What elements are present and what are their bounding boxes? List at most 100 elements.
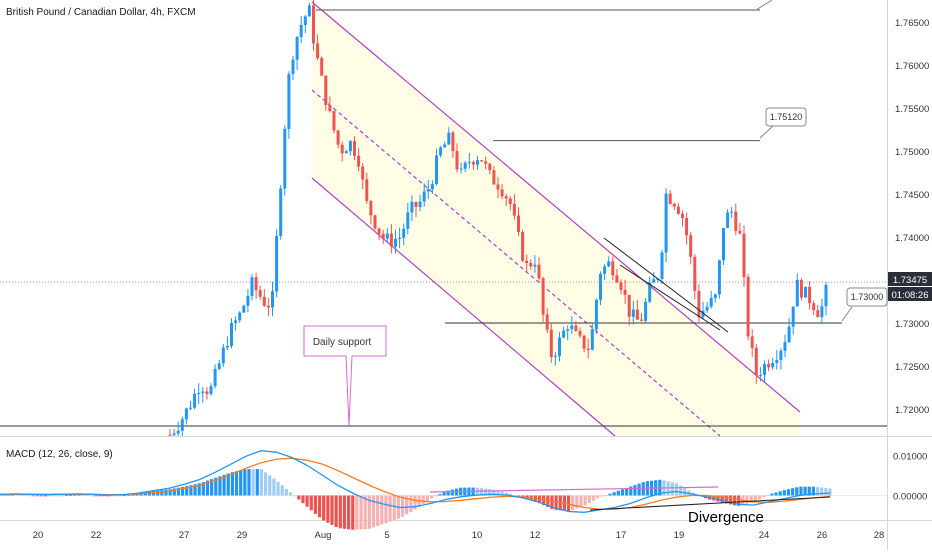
macd-bar [367, 495, 371, 529]
candle-body [570, 325, 574, 330]
candle-body [541, 278, 545, 315]
candle-body [328, 105, 332, 112]
candle-body [291, 59, 295, 74]
candle [816, 305, 820, 318]
macd-bar [139, 493, 143, 496]
candle-body [594, 299, 598, 330]
candle [676, 203, 680, 215]
candle-body [471, 162, 475, 165]
price-axis[interactable]: 1.76500 1.76000 1.75500 1.75000 1.74500 1.740… [895, 18, 929, 416]
candle [197, 383, 201, 404]
candle [414, 201, 418, 218]
candle [791, 306, 795, 335]
candle-body [496, 184, 500, 190]
time-axis-label: 19 [674, 530, 685, 541]
candle [562, 326, 566, 339]
candle [389, 224, 393, 254]
candle [779, 348, 783, 370]
candle-body [320, 58, 324, 76]
macd-bar [724, 495, 728, 504]
candle [508, 196, 512, 211]
candle-body [283, 129, 287, 189]
candle-body [307, 5, 311, 17]
candle [451, 130, 455, 158]
candle [607, 256, 611, 268]
candle-body [381, 233, 385, 239]
macd-bar [791, 488, 795, 496]
candle [307, 2, 311, 17]
candle-body [590, 329, 594, 350]
time-axis[interactable]: 20 22 27 29 Aug 5 10 12 17 19 24 26 28 [33, 530, 885, 541]
macd-bar [674, 483, 679, 496]
macd-bar [342, 495, 347, 529]
macd-bar [122, 495, 127, 497]
daily-support-callout[interactable]: Daily support [303, 325, 387, 427]
macd-bar [380, 495, 384, 525]
price-callout-1[interactable]: 1.75120 [759, 107, 807, 139]
macd-bar [371, 495, 376, 528]
candle-body [512, 204, 516, 216]
candle-body [168, 434, 172, 436]
candle [476, 156, 479, 170]
candle-body [266, 305, 270, 308]
candle [668, 189, 672, 205]
candle-body [504, 196, 508, 199]
candle [599, 271, 602, 306]
macd-bar [363, 495, 367, 530]
candle-body [750, 336, 754, 348]
candle [467, 152, 471, 169]
candle [377, 228, 381, 240]
macd-bar [575, 495, 579, 509]
candle-body [430, 184, 434, 190]
candle-body [455, 151, 459, 170]
channel-lower-line[interactable] [311, 177, 616, 437]
candle-body [451, 132, 455, 152]
candle [344, 149, 348, 154]
candle-body [607, 261, 611, 267]
candle-body [480, 160, 484, 162]
candle [205, 387, 209, 400]
macd-bar [504, 492, 508, 496]
macd-bar [218, 476, 222, 496]
candle-body [484, 161, 488, 164]
candle [283, 124, 287, 196]
channel-upper-line[interactable] [311, 1, 801, 413]
macd-bar [85, 495, 89, 497]
macd-bar [405, 495, 409, 515]
macd-bar [720, 495, 724, 503]
candle [361, 162, 365, 189]
macd-bar [596, 495, 600, 499]
macd-bar [824, 487, 828, 496]
candle-body [652, 279, 656, 283]
macd-bar [434, 495, 438, 497]
time-axis-label: Aug [315, 530, 332, 541]
candle [172, 428, 176, 436]
candle-body [549, 329, 553, 357]
macd-bar [612, 492, 616, 496]
price-callout-2[interactable]: 1.73000 [841, 287, 888, 322]
macd-bar [23, 495, 27, 496]
candle [266, 297, 270, 317]
candle [430, 180, 434, 195]
candle-body [303, 16, 307, 25]
candle [537, 257, 541, 282]
candle [574, 321, 578, 332]
channel-mid-line[interactable] [311, 89, 721, 437]
macd-bar [268, 475, 272, 496]
macd-bar [317, 495, 322, 518]
candle [312, 0, 315, 51]
candle [279, 185, 283, 240]
macd-bar [384, 495, 388, 524]
macd-bar [172, 488, 176, 496]
time-axis-label: 12 [530, 530, 541, 541]
macd-bar [189, 485, 193, 496]
daily-support-label: Daily support [313, 337, 372, 348]
candle [820, 298, 824, 325]
candle-body [566, 329, 570, 331]
candle-body [701, 310, 705, 318]
candle [504, 193, 508, 207]
candle [648, 276, 652, 304]
macd-bar [488, 489, 492, 496]
